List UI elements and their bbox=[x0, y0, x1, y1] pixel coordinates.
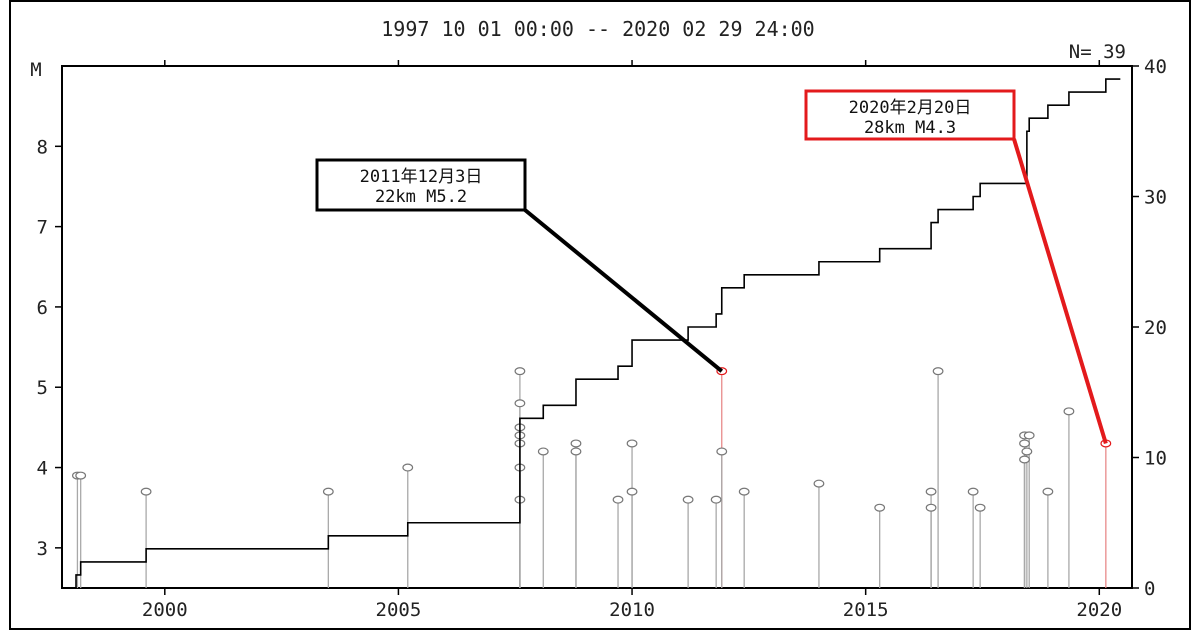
y-tick-label: 3 bbox=[37, 538, 48, 560]
event-marker bbox=[1023, 431, 1035, 440]
event-marker bbox=[716, 447, 728, 456]
annotation-leader bbox=[1012, 138, 1108, 445]
event-marker bbox=[514, 399, 526, 408]
event-marker bbox=[75, 471, 87, 480]
y-axis-label: M bbox=[30, 59, 41, 81]
y-tick-label: 7 bbox=[37, 217, 48, 239]
x-tick-label: 2015 bbox=[843, 599, 889, 621]
count-label: N= 39 bbox=[1069, 41, 1126, 63]
event-marker bbox=[932, 367, 944, 376]
x-tick-label: 2010 bbox=[609, 599, 655, 621]
event-marker bbox=[813, 479, 825, 488]
event-marker bbox=[626, 439, 638, 448]
plot-frame bbox=[61, 65, 1133, 589]
outer-border bbox=[9, 0, 1191, 630]
event-marker bbox=[570, 439, 582, 448]
annotation-date: 2020年2月20日 bbox=[849, 98, 972, 118]
event-marker bbox=[967, 487, 979, 496]
event-marker bbox=[537, 447, 549, 456]
y-tick-label: 4 bbox=[37, 458, 48, 480]
event-marker bbox=[738, 487, 750, 496]
event-marker bbox=[1042, 487, 1054, 496]
event-marker bbox=[1063, 407, 1075, 416]
y-tick-label: 8 bbox=[37, 136, 48, 158]
x-tick-label: 2005 bbox=[376, 599, 422, 621]
event-marker bbox=[1019, 455, 1030, 464]
event-marker bbox=[1019, 439, 1030, 448]
chart-title: 1997 10 01 00:00 -- 2020 02 29 24:00 bbox=[381, 17, 814, 41]
y2-tick-label: 0 bbox=[1144, 578, 1155, 600]
event-marker bbox=[1021, 447, 1033, 456]
y-tick-label: 6 bbox=[37, 297, 48, 319]
y2-tick-label: 30 bbox=[1144, 187, 1167, 209]
y2-tick-label: 40 bbox=[1144, 56, 1167, 78]
event-marker bbox=[925, 487, 937, 496]
annotation-leader bbox=[523, 208, 724, 373]
event-marker bbox=[626, 487, 638, 496]
event-marker bbox=[140, 487, 152, 496]
annotation-box bbox=[315, 158, 527, 212]
x-tick-label: 2020 bbox=[1076, 599, 1122, 621]
annotation-date: 2011年12月3日 bbox=[360, 167, 483, 187]
annotation-box bbox=[804, 89, 1016, 141]
y2-tick-label: 10 bbox=[1144, 448, 1167, 470]
y-tick-label: 5 bbox=[37, 377, 48, 399]
event-marker bbox=[570, 447, 582, 456]
event-marker bbox=[322, 487, 334, 496]
event-marker bbox=[402, 463, 414, 472]
annotation-detail: 28km M4.3 bbox=[864, 118, 956, 138]
x-tick-label: 2000 bbox=[142, 599, 188, 621]
event-marker bbox=[514, 367, 526, 376]
plot-area: 2000 2005 2010 2015 2020 3 4 5 6 7 8 0 10 20 30 40 bbox=[37, 56, 1167, 621]
event-marker bbox=[874, 503, 886, 512]
cumulative-count-line bbox=[71, 78, 1121, 589]
y2-tick-label: 20 bbox=[1144, 317, 1167, 339]
annotation-detail: 22km M5.2 bbox=[375, 187, 467, 207]
event-marker bbox=[974, 503, 986, 512]
event-marker bbox=[612, 495, 624, 504]
event-marker bbox=[682, 495, 694, 504]
event-marker bbox=[925, 503, 937, 512]
event-marker bbox=[710, 495, 722, 504]
